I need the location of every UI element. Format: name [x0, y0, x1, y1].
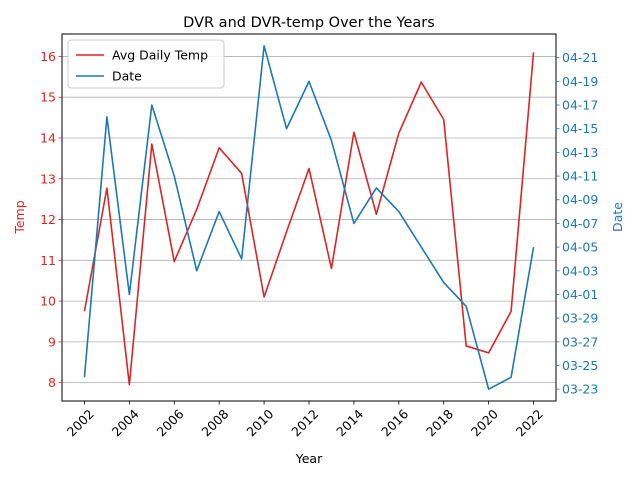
left-tick-label-0: 8	[48, 375, 56, 390]
x-axis-label: Year	[295, 451, 323, 466]
left-tick-label-2: 10	[40, 294, 56, 309]
right-tick-label-1: 03-25	[562, 358, 598, 373]
left-tick-label-1: 9	[48, 334, 56, 349]
right-tick-label-14: 04-21	[562, 50, 598, 65]
left-tick-label-3: 11	[40, 253, 56, 268]
right-tick-label-8: 04-09	[562, 192, 598, 207]
left-tick-label-6: 14	[40, 130, 56, 145]
left-tick-label-8: 16	[40, 49, 56, 64]
right-tick-label-6: 04-05	[562, 240, 598, 255]
left-tick-label-5: 13	[40, 171, 56, 186]
legend-label-date: Date	[112, 69, 142, 84]
right-tick-label-4: 04-01	[562, 287, 598, 302]
right-y-axis-label: Date	[610, 202, 625, 232]
right-tick-label-7: 04-07	[562, 216, 598, 231]
left-y-axis-label: Temp	[12, 200, 27, 234]
right-tick-label-3: 03-29	[562, 311, 598, 326]
right-tick-label-2: 03-27	[562, 334, 598, 349]
legend-label-temp: Avg Daily Temp	[112, 48, 208, 63]
right-tick-label-11: 04-15	[562, 121, 598, 136]
left-tick-label-4: 12	[40, 212, 56, 227]
right-tick-label-13: 04-19	[562, 74, 598, 89]
right-tick-label-9: 04-11	[562, 169, 598, 184]
right-tick-label-12: 04-17	[562, 98, 598, 113]
chart-title: DVR and DVR-temp Over the Years	[183, 15, 435, 31]
right-tick-label-0: 03-23	[562, 382, 598, 397]
right-tick-label-10: 04-13	[562, 145, 598, 160]
left-tick-label-7: 15	[40, 90, 56, 105]
right-tick-label-5: 04-03	[562, 263, 598, 278]
legend: Avg Daily Temp Date	[68, 40, 224, 88]
